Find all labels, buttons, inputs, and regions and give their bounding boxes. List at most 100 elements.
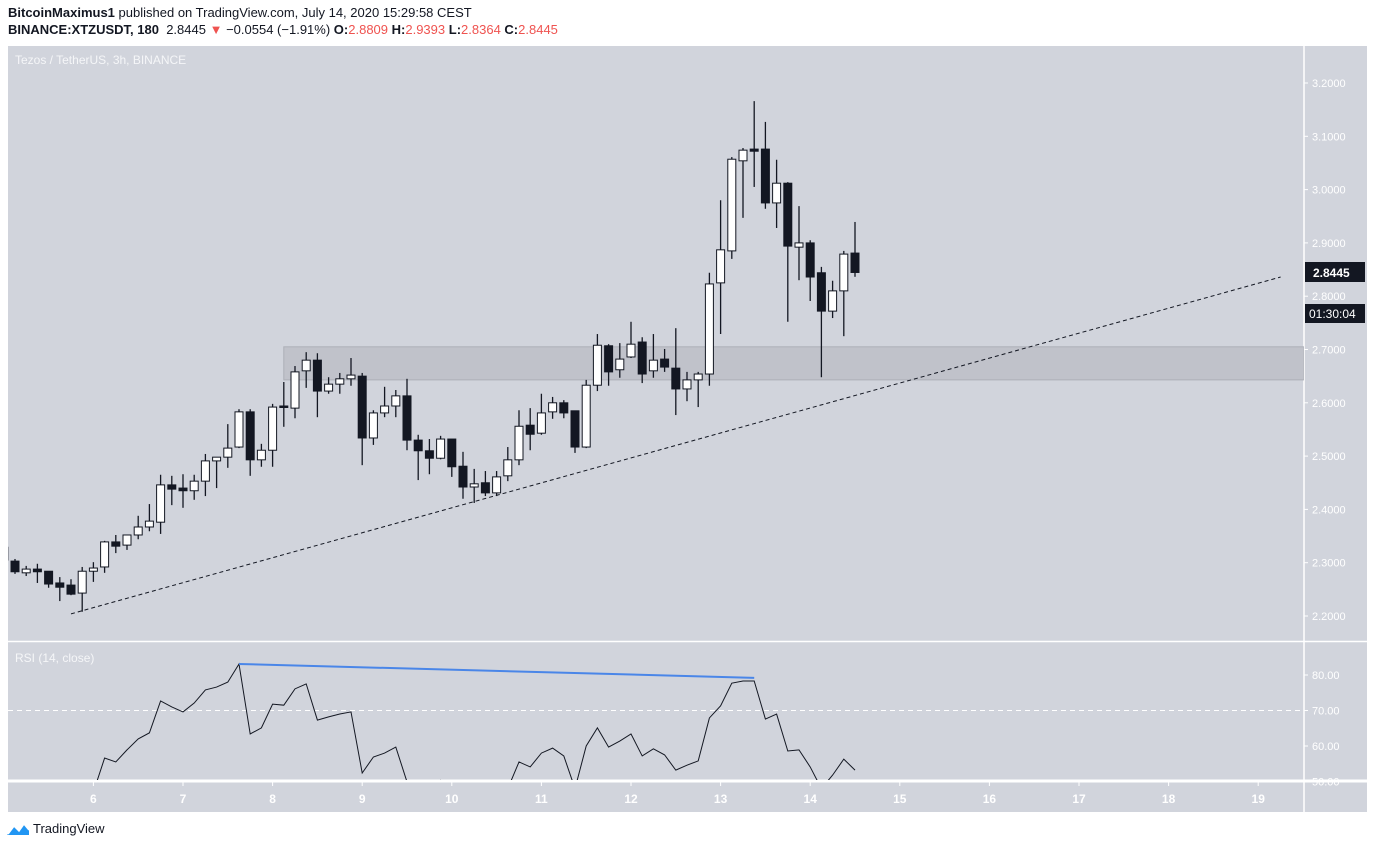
candle-body: [324, 383, 334, 392]
candle: [301, 352, 311, 388]
rsi-pane[interactable]: [4, 662, 1304, 824]
rsi-tick-label: 60.00: [1312, 741, 1340, 753]
last-price-tag: [1305, 262, 1365, 282]
support-zone[interactable]: [283, 346, 1304, 381]
candle: [178, 474, 188, 508]
candle: [570, 410, 580, 453]
candle: [783, 182, 793, 322]
candle-body: [772, 182, 782, 204]
candle: [256, 443, 266, 467]
price-change: −0.0554 (−1.91%): [226, 22, 331, 37]
candle-body: [189, 480, 199, 492]
candle: [671, 328, 681, 416]
candle-body: [828, 290, 838, 312]
candle: [223, 424, 233, 468]
candle: [100, 540, 110, 573]
candle-body: [727, 158, 737, 252]
candle: [290, 366, 300, 419]
rsi-line[interactable]: [4, 662, 856, 824]
candle: [816, 266, 826, 378]
candle: [738, 148, 748, 218]
candle: [391, 390, 401, 418]
candle: [312, 353, 322, 418]
candle-body: [335, 378, 345, 385]
candle-body: [581, 384, 591, 448]
candle: [503, 447, 513, 482]
candle-body: [346, 374, 356, 380]
candle: [548, 396, 558, 419]
price-tick-label: 2.4000: [1312, 504, 1346, 516]
time-tick-label: 8: [269, 792, 276, 806]
candle: [335, 372, 345, 394]
candle: [133, 515, 143, 540]
candle-body: [548, 402, 558, 413]
rsi-title[interactable]: RSI (14, close): [15, 651, 94, 665]
time-tick-label: 9: [359, 792, 366, 806]
countdown-tag: [1305, 304, 1365, 323]
time-tick-label: 11: [535, 792, 548, 806]
candle: [749, 101, 759, 187]
author-name[interactable]: BitcoinMaximus1: [8, 5, 115, 20]
candle: [604, 344, 614, 386]
candle-body: [21, 568, 31, 574]
candle-body: [536, 412, 546, 434]
candle: [200, 453, 210, 497]
candle: [357, 372, 367, 466]
candle-body: [413, 439, 423, 452]
candle-body: [458, 465, 468, 488]
candle: [368, 410, 378, 445]
candle-body: [850, 252, 860, 273]
candle: [44, 570, 54, 588]
candle-body: [55, 582, 65, 588]
price-tick-label: 2.7000: [1312, 345, 1346, 357]
candle-body: [234, 411, 244, 448]
tradingview-logo[interactable]: TradingView: [6, 820, 105, 836]
time-tick-label: 15: [893, 792, 907, 806]
candle: [380, 386, 390, 418]
candle: [794, 206, 804, 281]
candle-body: [783, 182, 793, 247]
symbol-label: BINANCE:XTZUSDT, 180: [8, 22, 159, 37]
candle-body: [66, 584, 76, 595]
candle-body: [570, 410, 580, 448]
candle-body: [100, 541, 110, 568]
candle: [402, 378, 412, 451]
candle: [66, 579, 76, 596]
candle-body: [637, 341, 647, 375]
candle: [559, 400, 569, 419]
price-tick-label: 3.2000: [1312, 78, 1346, 90]
candle: [156, 474, 166, 534]
chart-title: Tezos / TetherUS, 3h, BINANCE: [15, 53, 186, 67]
candle-body: [44, 570, 54, 585]
candle: [805, 240, 815, 301]
time-tick-label: 6: [90, 792, 97, 806]
candle-body: [503, 459, 513, 477]
candle-body: [424, 450, 434, 459]
time-tick-label: 7: [180, 792, 187, 806]
candle: [660, 348, 670, 372]
price-pane[interactable]: [0, 101, 1304, 615]
candle-body: [290, 371, 300, 409]
candle: [592, 334, 602, 392]
trendline[interactable]: [70, 276, 1281, 615]
candle: [436, 435, 446, 460]
candle: [469, 468, 479, 504]
candle: [626, 321, 636, 359]
candle-body: [682, 379, 692, 390]
candle-body: [245, 411, 255, 461]
candle-body: [368, 412, 378, 439]
candle: [424, 439, 434, 475]
price-tick-label: 2.3000: [1312, 558, 1346, 570]
candle-body: [469, 483, 479, 488]
countdown-text: 01:30:04: [1309, 307, 1356, 321]
candle: [346, 358, 356, 386]
candle-body: [279, 405, 289, 408]
rsi-divergence-line[interactable]: [238, 662, 755, 679]
candle: [111, 534, 121, 554]
candle-body: [648, 359, 658, 372]
candle: [581, 379, 591, 449]
tradingview-brand: TradingView: [33, 820, 105, 836]
price-tick-label: 2.2000: [1312, 611, 1346, 623]
candle-body: [693, 373, 703, 381]
